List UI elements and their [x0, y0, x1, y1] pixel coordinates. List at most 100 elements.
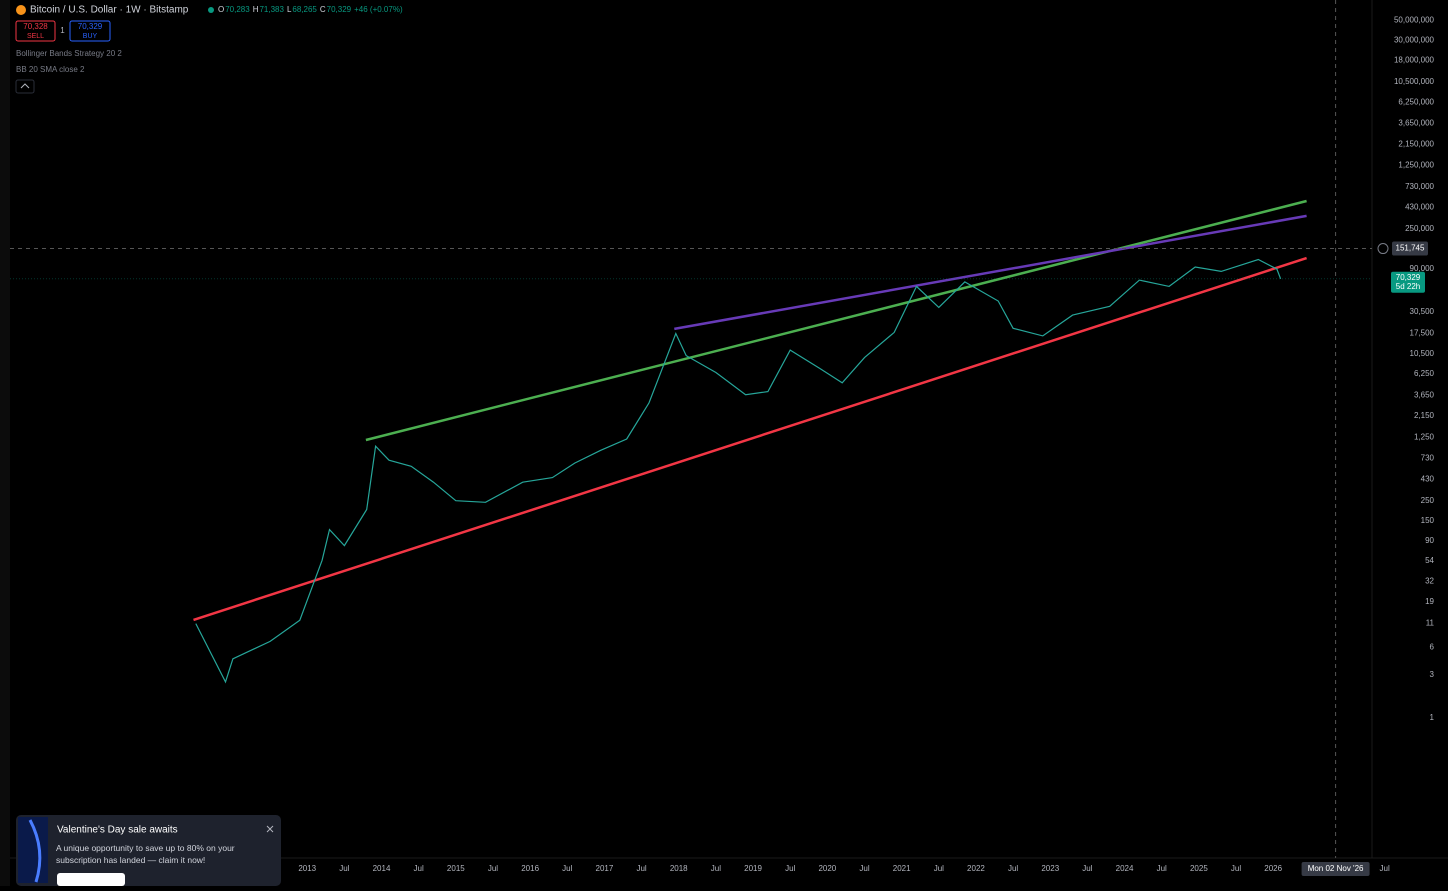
- y-tick-label: 730: [1421, 454, 1435, 463]
- add-alert-button[interactable]: [1377, 243, 1389, 255]
- x-tick-label: Jul: [934, 864, 944, 873]
- ohlc-key: H: [253, 5, 259, 14]
- x-tick-label: Jul: [1157, 864, 1167, 873]
- plot-area: [10, 0, 1372, 858]
- y-tick-label: 90,000: [1410, 264, 1435, 273]
- ohlc-key: L: [287, 5, 292, 14]
- x-tick-label: Jul: [1380, 864, 1390, 873]
- crosshair-x-tag: [1301, 862, 1370, 876]
- x-tick-label: 2016: [521, 864, 539, 873]
- x-tick-label: 2017: [596, 864, 614, 873]
- popup-box: [16, 815, 281, 886]
- ohlc-value: 68,265: [292, 5, 317, 14]
- x-tick-label: Jul: [1231, 864, 1241, 873]
- trendline: [365, 199, 1307, 442]
- y-tick-label: 1: [1430, 713, 1435, 722]
- x-tick-label: Jul: [414, 864, 424, 873]
- y-tick-label: 250,000: [1405, 224, 1434, 233]
- y-tick-label: 2,150: [1414, 411, 1435, 420]
- ohlc-value: 70,329: [327, 5, 352, 14]
- popup-button[interactable]: [57, 873, 125, 886]
- buy-price: 70,329: [78, 22, 103, 31]
- y-tick-label: 6: [1430, 643, 1435, 652]
- collapse-icon: [20, 83, 30, 89]
- y-tick-label: 30,500: [1410, 307, 1435, 316]
- popup-art: [28, 819, 42, 883]
- crosshair-y-label: 151,745: [1396, 244, 1425, 253]
- symbol-logo: [16, 5, 26, 15]
- y-tick-label: 10,500: [1410, 349, 1435, 358]
- x-tick-label: 2014: [373, 864, 391, 873]
- x-tick-label: 2022: [967, 864, 985, 873]
- y-tick-label: 50,000,000: [1394, 16, 1435, 25]
- popup-title: Valentine's Day sale awaits: [57, 825, 178, 836]
- y-tick-label: 3,650,000: [1398, 119, 1434, 128]
- symbol-title[interactable]: Bitcoin / U.S. Dollar · 1W · Bitstamp: [30, 5, 189, 16]
- buy-label: BUY: [83, 33, 98, 40]
- sell-label: SELL: [27, 33, 44, 40]
- x-tick-label: 2018: [670, 864, 688, 873]
- y-tick-label: 19: [1425, 597, 1434, 606]
- y-tick-label: 6,250,000: [1398, 97, 1434, 106]
- y-tick-label: 17,500: [1410, 329, 1435, 338]
- left-toolbar: [0, 0, 10, 886]
- market-status: [208, 7, 214, 13]
- x-tick-label: Jul: [562, 864, 572, 873]
- y-tick-label: 54: [1425, 556, 1434, 565]
- x-tick-label: Jul: [488, 864, 498, 873]
- indicator-label[interactable]: BB 20 SMA close 2: [16, 65, 85, 74]
- x-tick-label: Jul: [785, 864, 795, 873]
- y-tick-label: 11: [1426, 619, 1435, 628]
- x-tick-label: Jul: [636, 864, 646, 873]
- price-line: [195, 258, 1282, 684]
- x-tick-label: Jul: [1008, 864, 1018, 873]
- y-tick-label: 730,000: [1405, 182, 1434, 191]
- y-tick-label: 10,500,000: [1394, 77, 1435, 86]
- y-tick-label: 18,000,000: [1394, 56, 1435, 65]
- x-tick-label: 2026: [1264, 864, 1282, 873]
- x-tick-label: 2019: [744, 864, 762, 873]
- y-tick-label: 250: [1421, 496, 1435, 505]
- crosshair-y-tag: [1392, 241, 1428, 256]
- countdown-label: 5d 22h: [1396, 282, 1420, 291]
- y-tick-label: 32: [1425, 577, 1434, 586]
- popup-body: A unique opportunity to save up to 80% o…: [56, 843, 235, 865]
- y-tick-label: 150: [1421, 516, 1435, 525]
- last-price-tag: [1391, 271, 1425, 293]
- y-tick-label: 1,250,000: [1398, 161, 1434, 170]
- x-tick-label: 2020: [818, 864, 836, 873]
- spread: 1: [60, 26, 65, 35]
- x-tick-label: Jul: [859, 864, 869, 873]
- y-tick-label: 30,000,000: [1394, 36, 1435, 45]
- x-tick-label: Jul: [339, 864, 349, 873]
- y-tick-label: 2,150,000: [1398, 139, 1434, 148]
- sell-button[interactable]: [15, 20, 56, 42]
- x-tick-label: 2023: [1041, 864, 1059, 873]
- trendline: [193, 256, 1307, 622]
- collapse-button[interactable]: [15, 79, 35, 94]
- crosshair-x-label: Mon 02 Nov '26: [1308, 864, 1364, 873]
- y-tick-label: 6,250: [1414, 369, 1435, 378]
- ohlc-key: O: [218, 5, 224, 14]
- x-tick-label: 2013: [298, 864, 316, 873]
- y-tick-label: 430: [1421, 474, 1435, 483]
- x-tick-label: Jul: [711, 864, 721, 873]
- popup-close[interactable]: [266, 825, 274, 833]
- buy-button[interactable]: [69, 20, 111, 42]
- indicator-label[interactable]: Bollinger Bands Strategy 20 2: [16, 49, 122, 58]
- x-tick-label: Jul: [1082, 864, 1092, 873]
- y-tick-label: 3: [1430, 670, 1435, 679]
- ohlc-change: +46 (+0.07%): [354, 5, 403, 14]
- x-tick-label: 2015: [447, 864, 465, 873]
- ohlc-value: 70,283: [225, 5, 250, 14]
- promo-popup: Valentine's Day sale awaits A unique opp…: [16, 815, 281, 886]
- x-tick-label: 2021: [893, 864, 911, 873]
- y-tick-label: 1,250: [1414, 433, 1435, 442]
- sell-price: 70,328: [23, 22, 48, 31]
- y-tick-label: 3,650: [1414, 390, 1435, 399]
- y-tick-label: 430,000: [1405, 203, 1434, 212]
- last-price-label: 70,329: [1396, 273, 1421, 282]
- ohlc-value: 71,383: [259, 5, 284, 14]
